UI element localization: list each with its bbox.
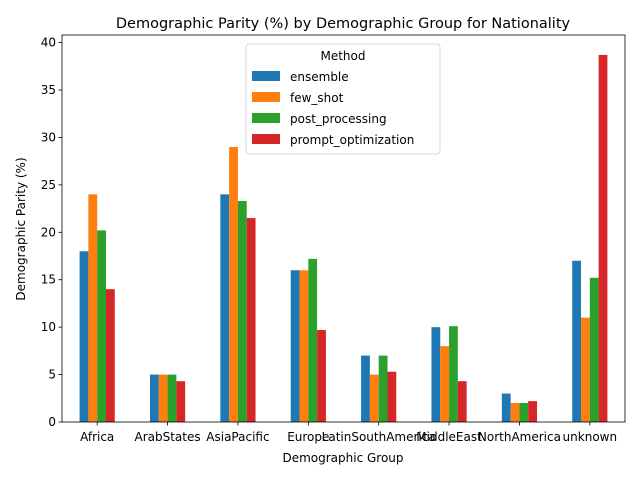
y-tick-label: 20	[41, 225, 56, 239]
legend: Method ensemble few_shot post_processingpro…	[245, 43, 441, 155]
bar-post_processing-Africa	[97, 230, 106, 422]
bar-ensemble-unknown	[572, 260, 582, 422]
legend-swatch-prompt_optimization	[252, 134, 280, 144]
bar-ensemble-LatinSouthAmerica	[361, 355, 370, 422]
bar-few_shot-unknown	[581, 317, 590, 422]
legend-entry-prompt_optimization: prompt_optimization	[290, 133, 414, 147]
bar-prompt_optimization-NorthAmerica	[528, 401, 538, 422]
y-tick-label: 30	[41, 130, 56, 144]
bar-prompt_optimization-unknown	[598, 54, 608, 423]
bar-post_processing-AsiaPacific	[237, 200, 247, 422]
bar-post_processing-LatinSouthAmerica	[378, 355, 388, 422]
x-tick-label: MiddleEast	[416, 430, 482, 444]
bar-post_processing-NorthAmerica	[519, 403, 529, 422]
plot-area: 0 5 10 15 20 25 30 35 40 Africa ArabStates AsiaPaci…	[41, 34, 626, 444]
y-tick-label: 40	[41, 36, 56, 50]
bar-few_shot-MiddleEast	[440, 346, 450, 422]
y-tick-label: 25	[41, 178, 56, 192]
bar-prompt_optimization-Europe	[317, 329, 326, 422]
legend-box	[245, 43, 441, 155]
x-tick-label: Europe	[287, 430, 329, 444]
x-tick-label: AsiaPacific	[206, 430, 269, 444]
bar-prompt_optimization-AsiaPacific	[246, 218, 256, 422]
bar-few_shot-AsiaPacific	[229, 146, 238, 422]
legend-swatch-post_processing	[252, 113, 280, 123]
bar-prompt_optimization-MiddleEast	[457, 381, 467, 422]
x-tick-label: LatinSouthAmerica	[322, 430, 436, 444]
legend-title: Method	[320, 49, 365, 63]
legend-entry-few_shot: few_shot	[290, 91, 344, 105]
bar-post_processing-unknown	[589, 277, 599, 422]
bar-ensemble-AsiaPacific	[220, 194, 230, 422]
chart-title: Demographic Parity (%) by Demographic Gr…	[116, 16, 571, 32]
legend-entry-ensemble: ensemble	[290, 70, 349, 84]
bar-ensemble-ArabStates	[149, 374, 159, 422]
y-tick-label: 5	[48, 368, 56, 382]
bar-post_processing-ArabStates	[167, 374, 177, 422]
y-tick-label: 0	[48, 415, 56, 429]
bar-few_shot-LatinSouthAmerica	[369, 374, 379, 422]
axes-frame	[61, 34, 626, 423]
x-tick-label: unknown	[563, 430, 618, 444]
legend-swatch-ensemble	[252, 71, 280, 81]
bar-few_shot-Africa	[88, 194, 98, 422]
bar-ensemble-Africa	[79, 251, 89, 422]
bar-prompt_optimization-LatinSouthAmerica	[387, 371, 397, 422]
bar-prompt_optimization-Africa	[105, 289, 115, 422]
bar-few_shot-NorthAmerica	[510, 403, 520, 422]
y-tick-label: 35	[41, 83, 56, 97]
bar-post_processing-MiddleEast	[449, 326, 458, 422]
x-axis-label: Demographic Group	[282, 451, 403, 465]
x-tick-label: ArabStates	[134, 430, 200, 444]
bar-prompt_optimization-ArabStates	[176, 381, 186, 422]
bar-ensemble-Europe	[290, 270, 300, 422]
legend-entry-post_processing: post_processing	[290, 112, 387, 126]
bar-post_processing-Europe	[308, 258, 318, 422]
y-tick-label: 10	[41, 320, 56, 334]
x-tick-label: NorthAmerica	[478, 430, 561, 444]
y-axis-label: Demographic Parity (%)	[14, 157, 28, 300]
x-tick-label: Africa	[80, 430, 114, 444]
legend-swatch-few_shot	[252, 92, 280, 102]
bar-few_shot-Europe	[299, 270, 309, 422]
bar-ensemble-NorthAmerica	[501, 393, 511, 422]
y-tick-label: 15	[41, 273, 56, 287]
bar-ensemble-MiddleEast	[431, 327, 441, 422]
bar-few_shot-ArabStates	[158, 374, 168, 422]
